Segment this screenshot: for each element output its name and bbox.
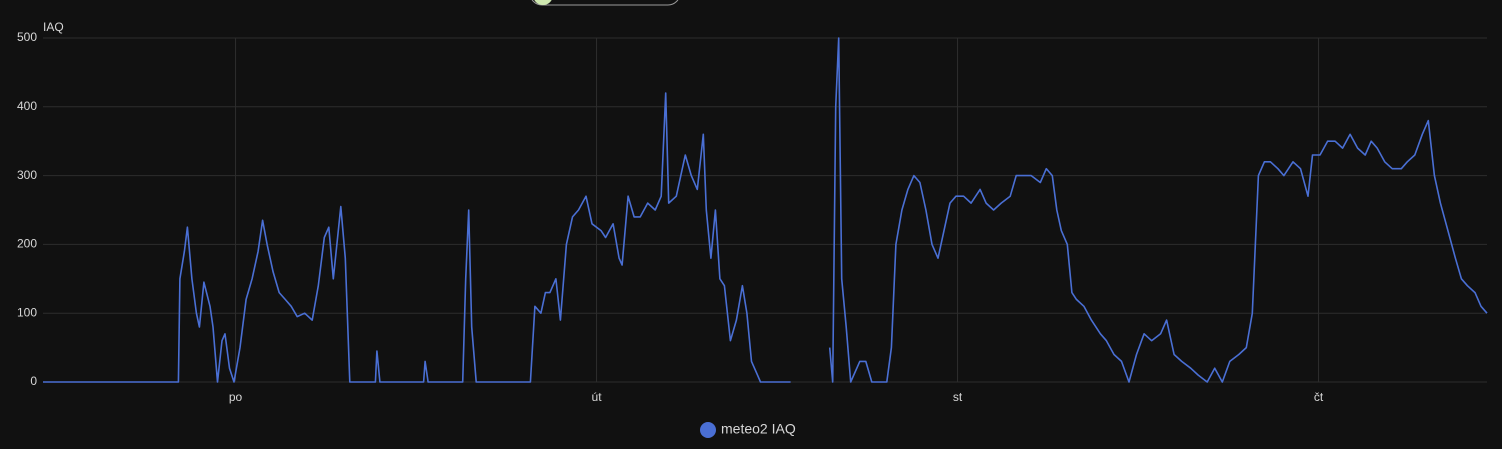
y-tick-label: 100 (17, 305, 37, 319)
series-line (43, 37, 1488, 383)
x-tick-label: út (592, 390, 603, 404)
legend-swatch (700, 422, 716, 438)
legend-label: meteo2 IAQ (721, 421, 796, 437)
x-tick-label: čt (1314, 390, 1324, 404)
x-tick-label: po (229, 390, 243, 404)
toolbar-pill[interactable] (530, 0, 680, 6)
y-tick-label: 300 (17, 168, 37, 182)
y-tick-label: 0 (30, 374, 37, 388)
y-tick-label: 500 (17, 30, 37, 44)
y-tick-label: 400 (17, 99, 37, 113)
y-tick-label: 200 (17, 237, 37, 251)
x-tick-label: st (953, 390, 963, 404)
y-axis-label: IAQ (43, 20, 64, 34)
toolbar-dot (534, 0, 552, 5)
